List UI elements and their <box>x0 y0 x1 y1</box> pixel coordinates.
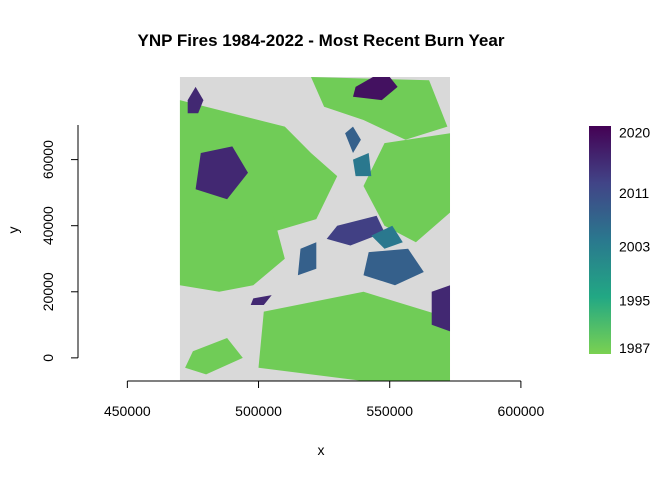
y-axis-label: y <box>5 227 21 234</box>
legend-tick-label: 1995 <box>619 292 650 308</box>
burn-area <box>345 126 361 153</box>
legend-colorbar <box>589 126 611 354</box>
x-tick-label: 600000 <box>498 403 545 419</box>
x-tick-label: 450000 <box>104 403 151 419</box>
y-tick-label: 0 <box>40 354 56 362</box>
burn-area <box>185 338 243 375</box>
y-tick-label: 60000 <box>40 140 56 179</box>
burn-area <box>187 86 204 114</box>
burn-area <box>258 291 451 381</box>
y-axis: 0 20000 40000 60000 <box>40 125 79 362</box>
burn-area <box>363 248 424 286</box>
y-tick-label: 20000 <box>40 272 56 311</box>
legend-tick-label: 2020 <box>619 125 650 141</box>
chart-title: YNP Fires 1984-2022 - Most Recent Burn Y… <box>138 31 505 50</box>
burn-area <box>179 100 338 246</box>
x-tick-label: 500000 <box>235 403 282 419</box>
x-axis-label: x <box>318 442 325 458</box>
burn-area <box>297 242 317 276</box>
burn-area <box>431 285 451 332</box>
y-tick-label: 40000 <box>40 206 56 245</box>
legend-tick-label: 2011 <box>619 185 649 201</box>
burn-area <box>363 133 451 243</box>
burn-area <box>179 209 285 292</box>
burn-raster <box>179 77 451 381</box>
burn-area <box>250 295 272 305</box>
burn-area <box>195 146 248 200</box>
burn-area <box>371 225 403 249</box>
burn-area <box>311 77 448 140</box>
burn-area <box>326 215 385 246</box>
x-tick-label: 550000 <box>366 403 413 419</box>
legend-tick-label: 2003 <box>619 239 650 255</box>
legend-tick-label: 1987 <box>619 340 650 356</box>
burn-area <box>353 77 398 101</box>
burn-area <box>353 153 372 177</box>
x-axis: 450000 500000 550000 600000 <box>104 380 545 419</box>
legend: 1987 1995 2003 2011 2020 <box>589 125 650 356</box>
